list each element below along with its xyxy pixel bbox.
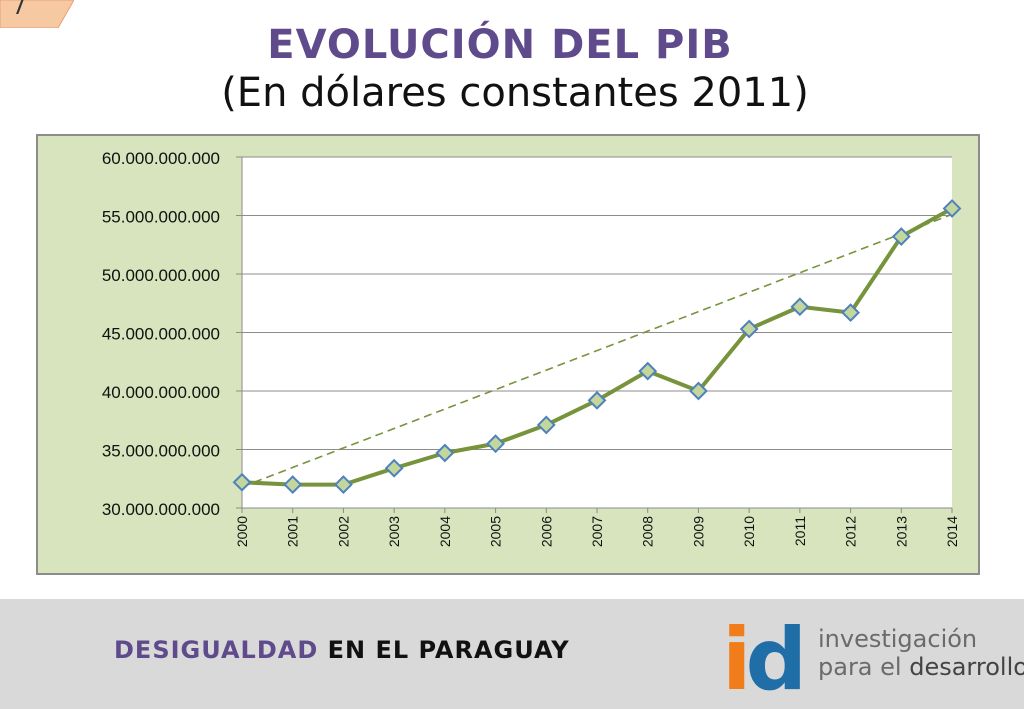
data-point	[435, 443, 455, 463]
data-point	[232, 472, 252, 492]
data-point	[689, 381, 708, 401]
data-point	[638, 361, 658, 381]
footer-caption: DESIGUALDAD EN EL PARAGUAY	[114, 636, 570, 664]
data-point	[942, 199, 962, 218]
x-tick-label: 2001	[285, 516, 301, 547]
y-tick-label: 55.000.000.000	[102, 208, 220, 227]
page-subtitle: (En dólares constantes 2011)	[221, 70, 809, 116]
x-tick-label: 2013	[893, 516, 909, 547]
data-point	[739, 319, 759, 339]
x-tick-label: 2009	[690, 516, 706, 547]
data-point	[334, 475, 353, 495]
x-tick-label: 2005	[488, 516, 504, 547]
x-tick-label: 2002	[335, 516, 351, 547]
data-point	[891, 227, 911, 246]
data-point	[384, 458, 404, 478]
x-tick-label: 2004	[437, 516, 453, 547]
y-tick-label: 45.000.000.000	[102, 325, 220, 344]
x-tick-label: 2008	[640, 516, 656, 547]
logo: id investigación para el desarrollo	[722, 613, 1024, 699]
trendline	[241, 213, 953, 488]
x-tick-label: 2010	[741, 516, 757, 547]
slide-number: 7	[12, 0, 26, 20]
id-logo-mark: id	[722, 613, 807, 699]
x-tick-label: 2003	[386, 516, 402, 547]
x-tick-label: 2007	[589, 516, 605, 547]
data-point	[790, 297, 810, 317]
data-point	[536, 415, 556, 435]
y-tick-label: 60.000.000.000	[102, 149, 220, 168]
logo-line-1: investigación	[818, 625, 978, 653]
data-point	[841, 303, 860, 323]
y-tick-label: 50.000.000.000	[102, 266, 220, 285]
x-tick-label: 2000	[234, 516, 250, 547]
y-tick-label: 40.000.000.000	[102, 383, 220, 402]
logo-line-2: para el desarrollo	[818, 653, 1024, 681]
footer-rest: EN EL PARAGUAY	[318, 636, 570, 664]
slide-number-tab: 7	[0, 0, 74, 28]
logo-mark-text: id	[722, 613, 801, 699]
data-point	[283, 475, 303, 495]
y-tick-label: 35.000.000.000	[102, 442, 220, 461]
page-title: EVOLUCIÓN DEL PIB	[267, 22, 733, 68]
x-tick-label: 2006	[538, 516, 554, 547]
logo-line-2a: para el	[818, 653, 910, 681]
x-tick-label: 2014	[944, 516, 960, 547]
y-tick-label: 30.000.000.000	[102, 500, 220, 519]
footer-bar: DESIGUALDAD EN EL PARAGUAY id investigac…	[0, 599, 1024, 709]
x-tick-label: 2012	[843, 516, 859, 547]
gdp-line-chart: 30.000.000.000 35.000.000.000 40.000.000.0…	[102, 149, 962, 547]
data-point	[587, 390, 607, 410]
data-point	[486, 434, 505, 454]
x-tick-label: 2011	[792, 516, 808, 546]
footer-highlight: DESIGUALDAD	[114, 636, 319, 664]
logo-line-2b: desarrollo	[909, 653, 1024, 681]
